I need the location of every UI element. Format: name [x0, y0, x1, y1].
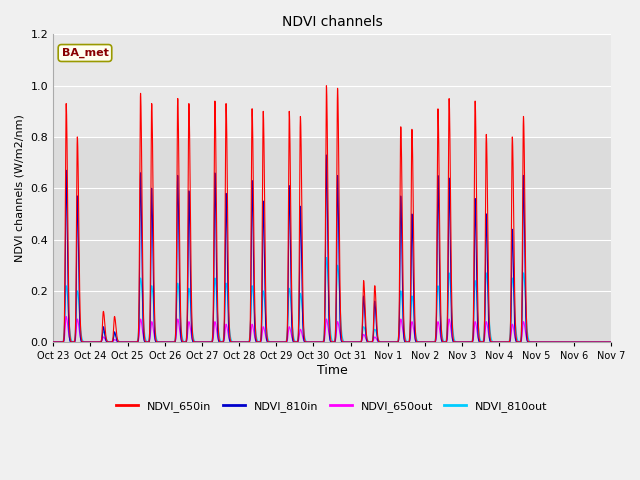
- Text: BA_met: BA_met: [61, 48, 108, 58]
- X-axis label: Time: Time: [317, 364, 348, 377]
- Bar: [53, 35, 611, 137]
- Y-axis label: NDVI channels (W/m2/nm): NDVI channels (W/m2/nm): [15, 114, 25, 262]
- Title: NDVI channels: NDVI channels: [282, 15, 382, 29]
- Legend: NDVI_650in, NDVI_810in, NDVI_650out, NDVI_810out: NDVI_650in, NDVI_810in, NDVI_650out, NDV…: [112, 397, 552, 417]
